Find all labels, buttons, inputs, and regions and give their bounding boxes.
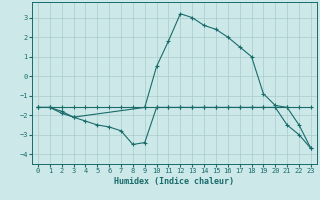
X-axis label: Humidex (Indice chaleur): Humidex (Indice chaleur) (115, 177, 234, 186)
